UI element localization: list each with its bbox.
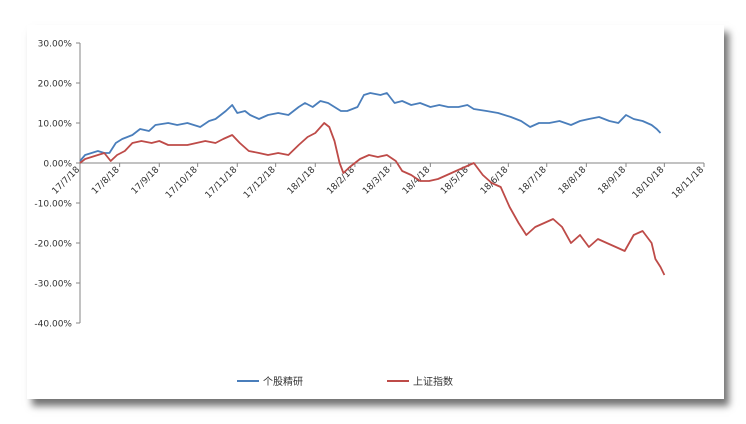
x-tick-label: 17/12/18 (242, 165, 278, 201)
legend-item-1: 上证指数 (387, 375, 453, 388)
series-layer (79, 92, 666, 276)
y-tick-label: 0.00% (43, 160, 72, 170)
legend-label-1: 上证指数 (413, 375, 453, 388)
y-tick-label: -10.00% (34, 200, 72, 210)
legend-label-0: 个股精研 (263, 375, 303, 388)
y-tick-label: -30.00% (34, 280, 72, 290)
x-tick-label: 18/11/18 (670, 165, 706, 201)
x-tick-label: 18/10/18 (631, 165, 667, 201)
y-axis: 30.00% 20.00% 10.00% 0.00% -10.00% -20.00% -30… (34, 40, 81, 330)
x-tick-label: 17/9/18 (130, 165, 162, 197)
x-tick-label: 18/9/18 (597, 165, 629, 197)
x-tick-label: 17/11/18 (204, 165, 240, 201)
line-chart: 30.00% 20.00% 10.00% 0.00% -10.00% -20.00% -30… (34, 40, 706, 389)
legend-item-0: 个股精研 (237, 375, 303, 388)
x-tick-label: 17/7/18 (51, 165, 83, 197)
y-tick-label: -20.00% (34, 240, 72, 250)
x-tick-label: 18/7/18 (517, 165, 549, 197)
x-tick-label: 18/6/18 (479, 165, 511, 197)
x-axis: 17/7/18 17/8/18 17/9/18 17/10/18 17/11/18 17/… (51, 162, 706, 201)
x-tick-label: 17/10/18 (164, 165, 200, 201)
series-line-0 (79, 92, 662, 162)
x-tick-label: 18/1/18 (286, 165, 318, 197)
y-tick-label: -40.00% (34, 320, 72, 330)
x-tick-label: 17/8/18 (90, 165, 122, 197)
chart-panel: 30.00% 20.00% 10.00% 0.00% -10.00% -20.00% -30… (27, 25, 724, 399)
y-tick-label: 10.00% (38, 120, 73, 130)
legend: 个股精研 上证指数 (237, 375, 453, 388)
x-tick-label: 18/3/18 (361, 165, 393, 197)
y-tick-label: 20.00% (38, 80, 73, 90)
x-tick-label: 18/5/18 (439, 165, 471, 197)
series-line-1 (79, 122, 666, 276)
x-tick-label: 18/8/18 (557, 165, 589, 197)
y-tick-label: 30.00% (38, 40, 73, 50)
